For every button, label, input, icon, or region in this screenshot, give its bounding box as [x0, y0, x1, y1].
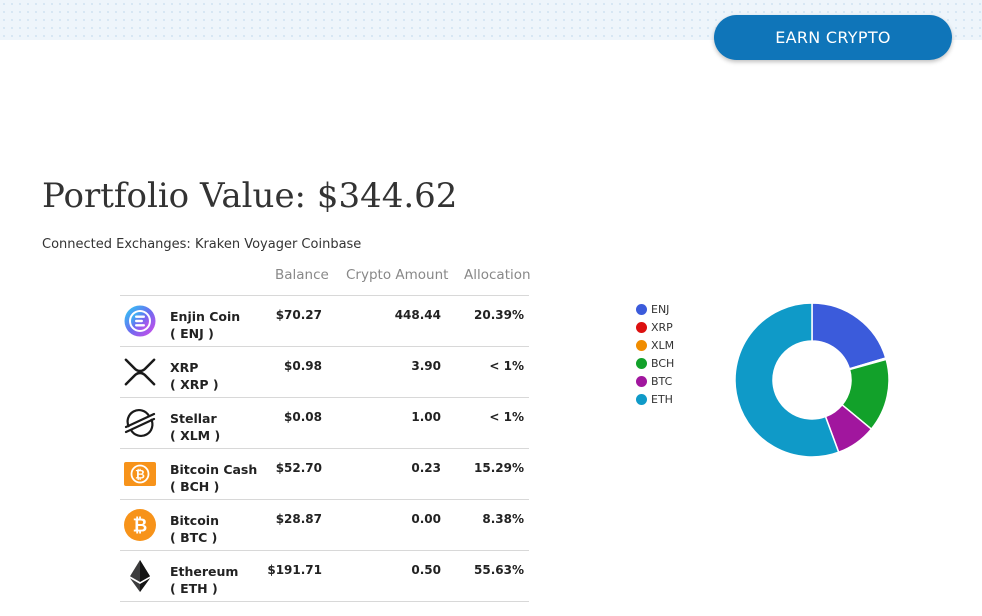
coin-name: Enjin Coin ( ENJ ) [170, 309, 241, 341]
legend-item[interactable]: XRP [636, 318, 674, 336]
table-row[interactable]: Stellar ( XLM ) $0.08 1.00 < 1% [120, 398, 529, 449]
balance-cell: $191.71 [267, 563, 322, 577]
column-header-allocation: Allocation [464, 267, 531, 283]
balance-cell: $52.70 [275, 461, 322, 475]
donut-slice-enj[interactable] [811, 303, 887, 370]
legend-item[interactable]: BCH [636, 354, 674, 372]
legend-swatch [636, 339, 647, 351]
coin-name: Stellar ( XLM ) [170, 411, 221, 443]
xrp-icon [124, 356, 156, 388]
legend-label: XLM [651, 338, 675, 352]
column-header-balance: Balance [275, 267, 329, 283]
balance-cell: $70.27 [275, 308, 322, 322]
allocation-cell: 8.38% [482, 512, 524, 526]
legend-item[interactable]: BTC [636, 372, 674, 390]
balance-cell: $28.87 [275, 512, 322, 526]
legend-swatch [636, 321, 647, 333]
ethereum-icon [124, 560, 156, 592]
allocation-cell: < 1% [489, 410, 524, 424]
svg-text:₿: ₿ [133, 516, 148, 537]
table-row[interactable]: Enjin Coin ( ENJ ) $70.27 448.44 20.39% [120, 296, 529, 347]
legend-label: ENJ [651, 302, 670, 316]
legend-swatch [636, 375, 647, 387]
column-header-crypto-amount: Crypto Amount [346, 267, 449, 283]
allocation-donut-chart [735, 303, 889, 457]
earn-crypto-button[interactable]: EARN CRYPTO [714, 15, 952, 60]
coin-name: Ethereum ( ETH ) [170, 564, 239, 596]
page-title: Portfolio Value: $344.62 [42, 176, 458, 216]
balance-cell: $0.08 [284, 410, 322, 424]
table-row[interactable]: ₿ Bitcoin ( BTC ) $28.87 0.00 8.38% [120, 500, 529, 551]
table-row[interactable]: Ethereum ( ETH ) $191.71 0.50 55.63% [120, 551, 529, 602]
table-header: Balance Crypto Amount Allocation [120, 260, 531, 296]
amount-cell: 3.90 [411, 359, 441, 373]
legend-label: ETH [651, 392, 673, 406]
balance-cell: $0.98 [284, 359, 322, 373]
legend-swatch [636, 357, 647, 369]
stellar-icon [124, 407, 156, 439]
amount-cell: 0.50 [411, 563, 441, 577]
legend-label: XRP [651, 320, 673, 334]
amount-cell: 0.00 [411, 512, 441, 526]
legend-label: BCH [651, 356, 675, 370]
table-row[interactable]: XRP ( XRP ) $0.98 3.90 < 1% [120, 347, 529, 398]
amount-cell: 448.44 [394, 308, 441, 322]
bitcoin-cash-icon: ₿ [124, 458, 156, 490]
donut-slice-eth[interactable] [735, 303, 840, 457]
chart-legend: ENJ XRP XLM BCH BTC ETH [636, 300, 674, 408]
legend-swatch [636, 393, 647, 405]
legend-label: BTC [651, 374, 673, 388]
enjin-icon [124, 305, 156, 337]
amount-cell: 1.00 [411, 410, 441, 424]
coin-name: Bitcoin ( BTC ) [170, 513, 219, 545]
svg-text:₿: ₿ [135, 468, 145, 482]
bitcoin-icon: ₿ [124, 509, 156, 541]
allocation-cell: 15.29% [474, 461, 524, 475]
allocation-cell: 55.63% [474, 563, 524, 577]
legend-swatch [636, 303, 647, 315]
allocation-cell: 20.39% [474, 308, 524, 322]
coin-name: Bitcoin Cash ( BCH ) [170, 462, 258, 494]
connected-exchanges: Connected Exchanges: Kraken Voyager Coin… [42, 237, 362, 252]
legend-item[interactable]: ENJ [636, 300, 674, 318]
legend-item[interactable]: ETH [636, 390, 674, 408]
table-row[interactable]: ₿ Bitcoin Cash ( BCH ) $52.70 0.23 15.29… [120, 449, 529, 500]
amount-cell: 0.23 [411, 461, 441, 475]
coin-name: XRP ( XRP ) [170, 360, 219, 392]
holdings-table: Balance Crypto Amount Allocation [120, 260, 531, 602]
legend-item[interactable]: XLM [636, 336, 674, 354]
allocation-cell: < 1% [489, 359, 524, 373]
